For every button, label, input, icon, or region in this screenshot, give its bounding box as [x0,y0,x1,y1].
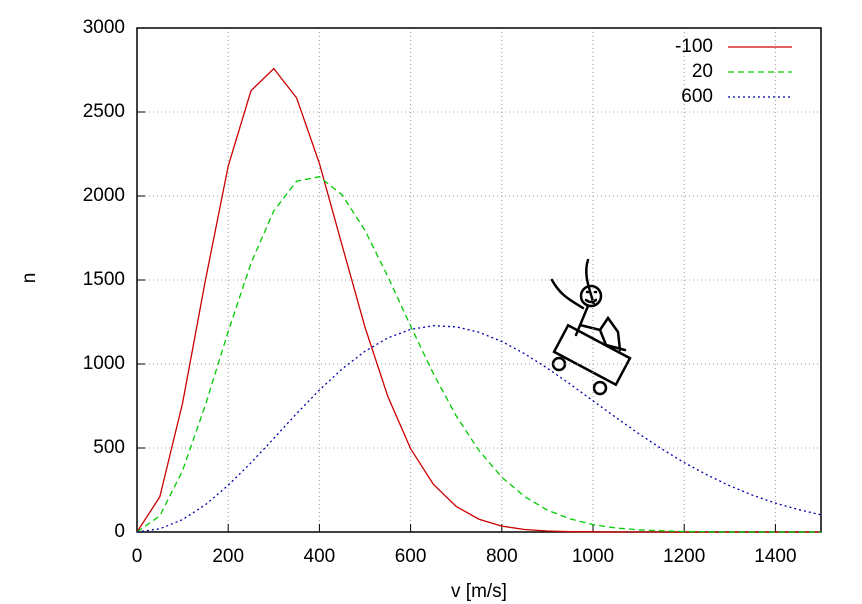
y-axis-label: n [19,273,40,284]
x-tick-label: 0 [132,546,143,567]
y-tick-label: 0 [114,521,125,542]
legend-label: 20 [692,61,713,82]
y-tick-label: 3000 [83,17,125,38]
stick-figure [550,258,632,396]
x-tick-label: 1000 [572,546,614,567]
y-tick-label: 1000 [83,353,125,374]
y-tick-label: 500 [93,437,125,458]
plot-frame [136,27,822,533]
x-tick-label: 600 [395,546,427,567]
series-line [136,175,821,533]
x-tick-label: 400 [304,546,336,567]
x-tick-label: 1200 [663,546,705,567]
legend-label: -100 [675,36,713,57]
series-line [136,67,821,533]
x-tick-label: 800 [486,546,518,567]
y-tick-label: 1500 [83,269,125,290]
x-axis-label: v [m/s] [451,581,507,602]
y-tick-label: 2500 [83,101,125,122]
y-tick-label: 2000 [83,185,125,206]
x-tick-label: 1400 [754,546,796,567]
x-tick-label: 200 [212,546,244,567]
legend-label: 600 [681,86,713,107]
series-line [136,325,822,533]
